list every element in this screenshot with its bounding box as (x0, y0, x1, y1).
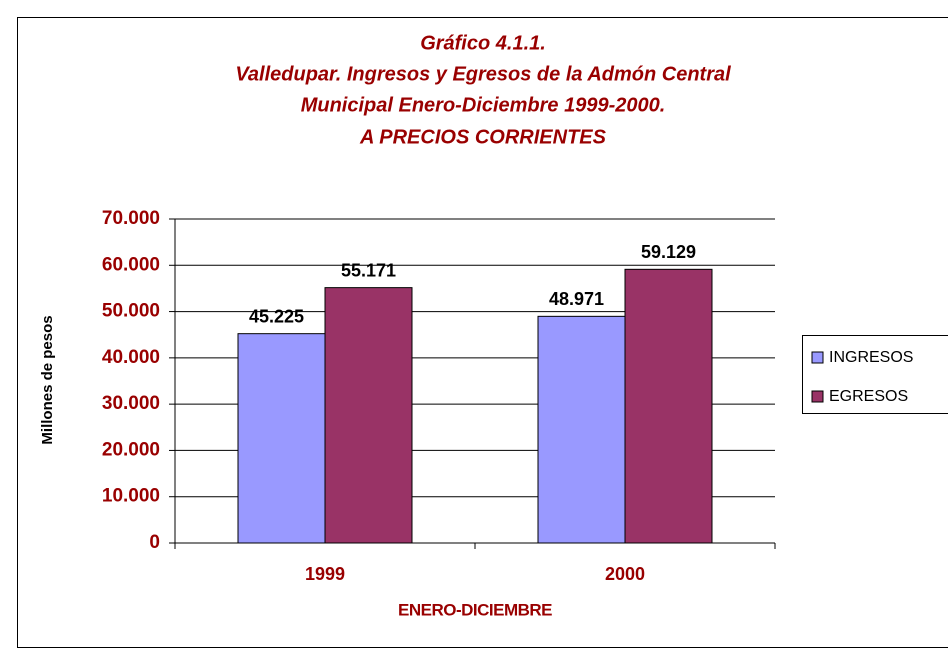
chart-title: Municipal Enero-Diciembre 1999-2000. (301, 94, 666, 116)
legend-label: EGRESOS (829, 388, 908, 405)
bar (324, 287, 413, 544)
legend-swatch (811, 351, 824, 364)
legend-box (802, 335, 948, 414)
y-tick-label: 70.000 (102, 208, 160, 229)
data-label: 55.171 (341, 260, 396, 280)
y-tick-label: 60.000 (102, 254, 160, 275)
y-axis-title: Millones de pesos (39, 315, 56, 444)
x-tick-label: 1999 (305, 564, 345, 584)
y-tick-label: 30.000 (102, 393, 160, 414)
legend-swatch (811, 390, 824, 403)
chart-title: A PRECIOS CORRIENTES (359, 126, 607, 148)
y-tick-label: 10.000 (102, 486, 160, 507)
y-tick-label: 20.000 (102, 439, 160, 460)
data-label: 45.225 (249, 306, 304, 326)
chart-title: Gráfico 4.1.1. (420, 32, 546, 54)
bar (537, 315, 626, 544)
legend-label: INGRESOS (829, 349, 913, 366)
x-axis-title: ENERO-DICIEMBRE (398, 600, 552, 619)
bar (237, 333, 326, 544)
y-tick-label: 0 (149, 532, 160, 553)
chart-title: Valledupar. Ingresos y Egresos de la Adm… (235, 63, 731, 85)
data-label: 48.971 (549, 289, 604, 309)
bar (624, 268, 713, 544)
data-label: 59.129 (641, 242, 696, 262)
x-tick-label: 2000 (605, 564, 645, 584)
y-tick-label: 50.000 (102, 301, 160, 322)
y-tick-label: 40.000 (102, 347, 160, 368)
